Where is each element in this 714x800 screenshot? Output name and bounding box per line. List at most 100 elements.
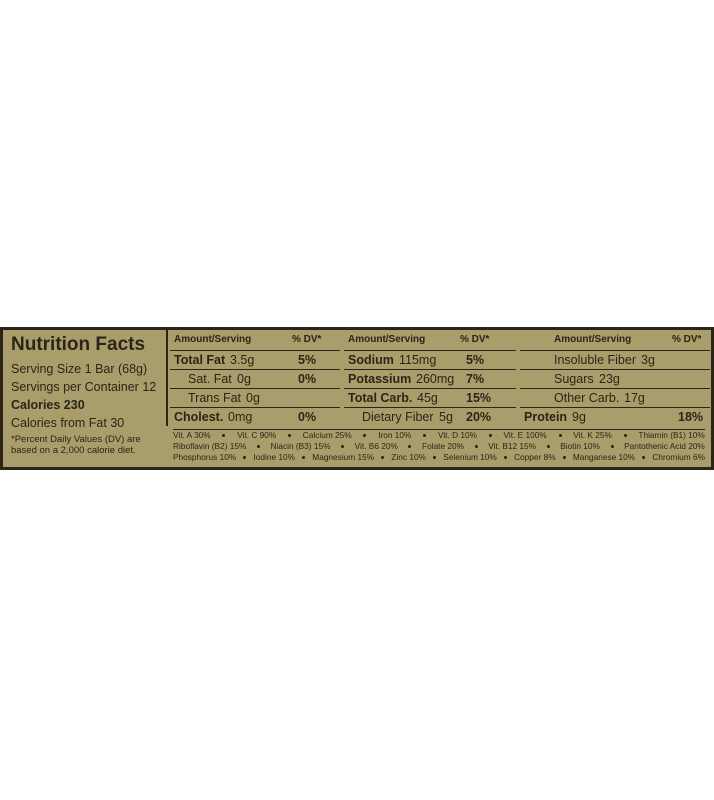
vitamin-item: Vit. K 25%	[573, 430, 612, 440]
vitamin-item: Biotin 10%	[560, 441, 600, 451]
bullet	[558, 434, 562, 437]
vitamin-item: Thiamin (B1) 10%	[638, 430, 705, 440]
nutrient-row: Sodium 115mg 5%	[344, 350, 516, 369]
header-dv: % DV*	[672, 334, 702, 345]
vitamin-item: Phosphorus 10%	[173, 452, 237, 462]
vitamin-item: Vit. A 30%	[173, 430, 211, 440]
bullet	[423, 434, 427, 437]
nutrient-row: Insoluble Fiber 3g	[520, 350, 710, 369]
vitamin-item: Niacin (B3) 15%	[270, 441, 331, 451]
nutrient-name: Dietary Fiber	[362, 410, 434, 424]
bullet	[562, 456, 566, 459]
nutrient-dv: 18%	[678, 410, 704, 424]
calories-from-fat: Calories from Fat 30	[11, 416, 125, 430]
vitamin-item: Vit. E 100%	[503, 430, 547, 440]
vitamin-item: Calcium 25%	[302, 430, 352, 440]
bullet	[433, 456, 437, 459]
nutrient-row: Trans Fat 0g	[170, 388, 340, 407]
nutrient-name: Total Fat	[174, 353, 226, 367]
header-dv: % DV*	[460, 334, 490, 345]
vitamin-item: Iron 10%	[378, 430, 412, 440]
nutrient-name: Sugars	[554, 372, 594, 386]
nutrient-row: Dietary Fiber 5g 20%	[344, 407, 516, 426]
bullet	[610, 445, 614, 448]
nutrient-amount: 3g	[641, 353, 655, 367]
vitamin-item: Iodine 10%	[253, 452, 296, 462]
header-amount: Amount/Serving	[174, 334, 252, 345]
vitamin-item: Vit. D 10%	[437, 430, 477, 440]
nutrient-row: Sugars 23g	[520, 369, 710, 388]
column-group: Amount/Serving % DV* Sodium 115mg 5% Potassiu…	[344, 330, 516, 426]
nutrient-name: Sat. Fat	[188, 372, 232, 386]
nutrient-row: Total Carb. 45g 15%	[344, 388, 516, 407]
nutrient-dv: 5%	[466, 353, 485, 367]
bullet	[642, 456, 646, 459]
calories: Calories 230	[11, 398, 85, 412]
header-amount: Amount/Serving	[348, 334, 426, 345]
nutrient-dv: 0%	[298, 410, 317, 424]
bullet	[302, 456, 306, 459]
nutrient-name: Potassium	[348, 372, 412, 386]
nutrition-label: Nutrition Facts Serving Size 1 Bar (68g)…	[0, 327, 714, 470]
nutrient-amount: 23g	[599, 372, 620, 386]
nutrient-row: Other Carb. 17g	[520, 388, 710, 407]
vitamin-item: Chromium 6%	[652, 452, 705, 462]
bullet	[363, 434, 367, 437]
nutrient-amount: 0g	[246, 391, 260, 405]
bullet	[503, 456, 507, 459]
nutrient-dv: 15%	[466, 391, 492, 405]
vitamin-item: Selenium 10%	[443, 452, 497, 462]
nutrient-amount: 45g	[417, 391, 438, 405]
nutrient-amount: 17g	[624, 391, 645, 405]
column-group: Amount/Serving % DV* Insoluble Fiber 3g Suga…	[520, 330, 710, 426]
nutrient-row: Sat. Fat 0g 0%	[170, 369, 340, 388]
bullet	[546, 445, 550, 448]
nutrient-amount: 0mg	[228, 410, 253, 424]
bullet	[222, 434, 226, 437]
vitamin-item: Magnesium 15%	[312, 452, 375, 462]
nutrient-amount: 115mg	[399, 353, 437, 367]
bullet	[488, 434, 492, 437]
bullet	[341, 445, 345, 448]
bullet	[381, 456, 385, 459]
bullet	[256, 445, 260, 448]
nutrient-dv: 5%	[298, 353, 317, 367]
nutrient-amount: 9g	[572, 410, 586, 424]
nutrient-row: Potassium 260mg 7%	[344, 369, 516, 388]
vitamin-item: Vit. B12 15%	[488, 441, 537, 451]
nutrient-name: Other Carb.	[554, 391, 620, 405]
nutrient-amount: 0g	[237, 372, 251, 386]
nutrient-name: Sodium	[348, 353, 394, 367]
vitamin-line: Vit. A 30% Vit. C 90% Calcium 25% Iron 10% V…	[173, 429, 705, 441]
vitamin-line: Riboflavin (B2) 15% Niacin (B3) 15% Vit. B…	[173, 441, 705, 452]
header-amount: Amount/Serving	[554, 334, 632, 345]
bullet	[623, 434, 627, 437]
header-dv: % DV*	[292, 334, 322, 345]
bullet	[288, 434, 292, 437]
servings-per-container: Servings per Container 12	[11, 380, 157, 394]
divider	[166, 330, 168, 426]
bullet	[474, 445, 478, 448]
vitamin-line: Phosphorus 10% Iodine 10% Magnesium 15% Zin…	[173, 452, 705, 463]
vitamin-item: Copper 8%	[514, 452, 556, 462]
nutrient-name: Trans Fat	[188, 391, 242, 405]
nutrient-name: Protein	[524, 410, 568, 424]
nutrient-row: Total Fat 3.5g 5%	[170, 350, 340, 369]
nutrient-name: Total Carb.	[348, 391, 413, 405]
nutrient-amount: 5g	[439, 410, 453, 424]
nutrient-name: Insoluble Fiber	[554, 353, 636, 367]
footnote: *Percent Daily Values (DV) are based on …	[11, 434, 141, 456]
nutrient-dv: 20%	[466, 410, 492, 424]
nutrient-dv: 0%	[298, 372, 317, 386]
nutrient-row: Cholest. 0mg 0%	[170, 407, 340, 426]
vitamin-item: Manganese 10%	[572, 452, 636, 462]
bullet	[243, 456, 247, 459]
nutrient-amount: 3.5g	[230, 353, 255, 367]
vitamin-item: Vit. B6 20%	[354, 441, 398, 451]
vitamins: Vit. A 30% Vit. C 90% Calcium 25% Iron 10% V…	[173, 429, 705, 463]
bullet	[408, 445, 412, 448]
serving-size: Serving Size 1 Bar (68g)	[11, 362, 148, 376]
nutrient-name: Cholest.	[174, 410, 224, 424]
vitamin-item: Riboflavin (B2) 15%	[173, 441, 247, 451]
